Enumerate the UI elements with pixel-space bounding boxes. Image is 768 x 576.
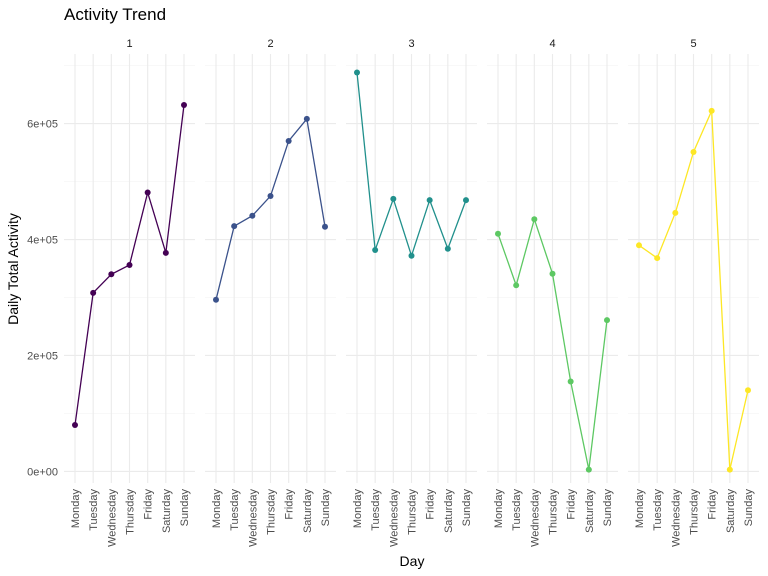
- data-point: [162, 249, 169, 256]
- data-point: [322, 223, 328, 230]
- x-tick-label: Monday: [70, 489, 82, 529]
- x-tick-label: Tuesday: [229, 489, 241, 531]
- x-tick-label: Monday: [493, 489, 505, 529]
- x-tick-label: Saturday: [161, 489, 173, 534]
- data-point: [267, 193, 274, 200]
- data-point: [549, 270, 556, 277]
- data-point: [285, 137, 292, 144]
- x-tick-label: Sunday: [743, 489, 755, 527]
- x-tick-label: Saturday: [302, 489, 314, 534]
- x-tick-label: Friday: [284, 489, 296, 520]
- data-point: [144, 189, 151, 196]
- data-point: [726, 466, 733, 473]
- data-point: [126, 262, 133, 269]
- x-tick-label: Wednesday: [388, 489, 400, 547]
- data-point: [745, 387, 751, 394]
- data-point: [372, 246, 379, 253]
- x-tick-label: Thursday: [689, 489, 701, 535]
- facet-strip-label: 4: [549, 38, 555, 50]
- data-point: [426, 197, 433, 204]
- x-tick-label: Monday: [211, 489, 223, 529]
- data-point: [181, 102, 187, 109]
- data-point: [390, 195, 397, 202]
- data-point: [604, 317, 610, 324]
- data-point: [513, 282, 520, 289]
- x-tick-label: Friday: [425, 489, 437, 520]
- x-axis-title: Day: [400, 553, 425, 569]
- data-point: [495, 230, 501, 237]
- x-tick-label: Wednesday: [529, 489, 541, 547]
- facet-strip-label: 5: [690, 38, 696, 50]
- facet-strip-label: 3: [408, 38, 414, 50]
- x-tick-label: Monday: [634, 489, 646, 529]
- data-point: [213, 296, 219, 303]
- facet-panel-5: 5 Monday Tuesday Wednesday Thursday Friday Sat…: [628, 38, 759, 547]
- x-tick-label: Tuesday: [88, 489, 100, 531]
- facet-strip-label: 2: [267, 38, 273, 50]
- data-point: [690, 148, 697, 155]
- x-tick-label: Wednesday: [670, 489, 682, 547]
- y-tick-label: 6e+05: [27, 119, 58, 131]
- data-point: [354, 69, 360, 76]
- x-tick-label: Friday: [143, 489, 155, 520]
- data-point: [585, 466, 592, 473]
- data-point: [408, 252, 415, 259]
- data-point: [108, 271, 115, 278]
- facet-panel-3: 3 Monday Tuesday Wednesday Thursday Friday Sat…: [346, 38, 477, 547]
- x-tick-label: Saturday: [725, 489, 737, 534]
- x-tick-label: Sunday: [461, 489, 473, 527]
- y-axis-title: Daily Total Activity: [5, 213, 21, 325]
- data-point: [672, 209, 679, 216]
- data-point: [636, 242, 642, 249]
- x-tick-label: Tuesday: [652, 489, 664, 531]
- data-point: [249, 212, 256, 219]
- facet-panel-1: 1 Monday Tuesday Wednesday Thursday Friday Sat…: [64, 38, 195, 547]
- x-tick-label: Thursday: [125, 489, 137, 535]
- facet-strip-label: 1: [126, 38, 132, 50]
- x-tick-label: Sunday: [179, 489, 191, 527]
- data-point: [531, 216, 538, 223]
- facet-panel-2: 2 Monday Tuesday Wednesday Thursday Friday Sat…: [205, 38, 336, 547]
- x-tick-label: Wednesday: [247, 489, 259, 547]
- data-point: [654, 255, 661, 262]
- x-tick-label: Tuesday: [511, 489, 523, 531]
- facet-panels: 1 Monday Tuesday Wednesday Thursday Friday Sat…: [64, 38, 759, 547]
- x-tick-label: Monday: [352, 489, 364, 529]
- y-tick-label: 4e+05: [27, 235, 58, 247]
- chart-title: Activity Trend: [64, 5, 166, 24]
- x-tick-label: Friday: [707, 489, 719, 520]
- y-tick-label: 2e+05: [27, 350, 58, 362]
- x-tick-label: Thursday: [407, 489, 419, 535]
- facet-panel-4: 4 Monday Tuesday Wednesday Thursday Friday Sat…: [487, 38, 618, 547]
- x-tick-label: Thursday: [548, 489, 560, 535]
- y-tick-label: 0e+00: [27, 466, 58, 478]
- data-point: [303, 115, 310, 122]
- x-tick-label: Thursday: [266, 489, 278, 535]
- x-tick-label: Tuesday: [370, 489, 382, 531]
- x-tick-label: Saturday: [584, 489, 596, 534]
- x-tick-label: Friday: [566, 489, 578, 520]
- data-point: [72, 422, 78, 429]
- x-tick-label: Sunday: [602, 489, 614, 527]
- x-tick-label: Saturday: [443, 489, 455, 534]
- data-point: [444, 245, 451, 252]
- y-axis-ticks: 0e+00 2e+05 4e+05 6e+05: [27, 119, 58, 479]
- x-tick-label: Wednesday: [106, 489, 118, 547]
- data-point: [90, 289, 97, 296]
- x-tick-label: Sunday: [320, 489, 332, 527]
- data-point: [567, 378, 574, 385]
- data-point: [463, 197, 469, 204]
- data-point: [231, 223, 238, 230]
- data-point: [708, 107, 715, 114]
